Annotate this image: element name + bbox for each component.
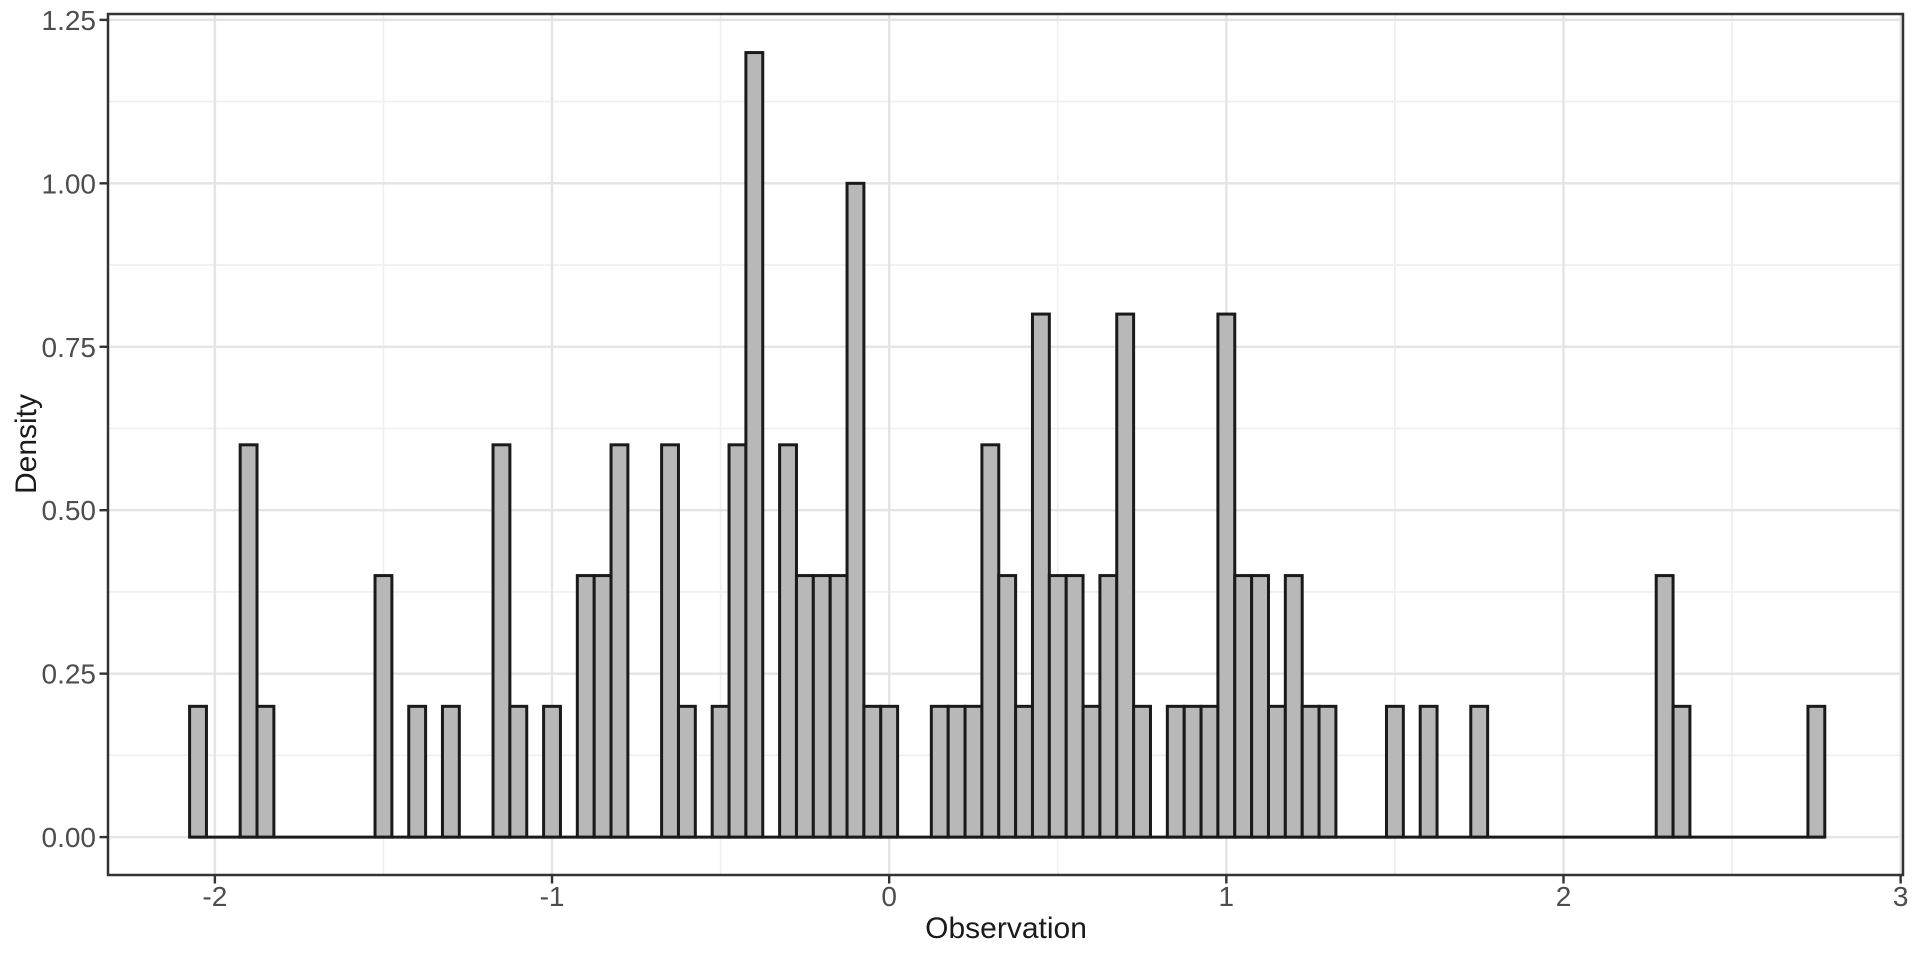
histogram-bar: [660, 443, 680, 839]
histogram-bar: [1671, 704, 1692, 839]
histogram-bar: [1165, 704, 1186, 839]
histogram-bar: [1182, 704, 1203, 839]
histogram-bar: [727, 443, 748, 839]
y-tick-label: 0.75: [42, 332, 97, 363]
histogram-bar: [592, 574, 613, 839]
histogram-bar: [1132, 704, 1152, 839]
histogram-bar: [676, 704, 697, 839]
histogram-bar: [1047, 574, 1068, 839]
histogram-bar: [997, 574, 1018, 839]
x-tick-label: 3: [1893, 881, 1909, 912]
y-axis-title: Density: [10, 393, 43, 495]
histogram-bar: [980, 443, 1001, 839]
histogram-bar: [1081, 704, 1102, 839]
histogram-bar: [744, 51, 765, 839]
histogram-bar: [188, 704, 208, 839]
y-tick-label: 1.00: [42, 168, 97, 199]
histogram-bar: [1098, 574, 1119, 839]
histogram-bar: [862, 704, 883, 839]
histogram-bar: [845, 181, 866, 839]
panel-border: [106, 12, 1905, 877]
histogram-bar: [1014, 704, 1034, 839]
histogram-bar: [575, 574, 596, 839]
histogram-bar: [1806, 704, 1827, 839]
histogram-bar: [1115, 312, 1136, 839]
y-tick-label: 0.00: [42, 822, 97, 853]
histogram-bar: [794, 574, 815, 839]
histogram-bar: [778, 443, 798, 839]
x-tick-label: 1: [1219, 881, 1235, 912]
x-tick-label: 0: [881, 881, 897, 912]
histogram-bar: [963, 704, 984, 839]
histogram-bar: [1418, 704, 1439, 839]
histogram-bar: [609, 443, 630, 839]
histogram-bar: [1199, 704, 1220, 839]
histogram-bar: [1384, 704, 1405, 839]
y-tick-label: 0.25: [42, 659, 97, 690]
histogram-bar: [828, 574, 849, 839]
histogram-bar: [508, 704, 529, 839]
histogram-bar: [1469, 704, 1490, 839]
x-tick-label: 2: [1556, 881, 1572, 912]
histogram-bar: [929, 704, 950, 839]
histogram-bar: [373, 574, 394, 839]
histogram-bar: [1064, 574, 1085, 839]
histogram-bar: [1233, 574, 1254, 839]
histogram-bar: [542, 704, 562, 839]
x-tick-label: -2: [202, 881, 227, 912]
histogram-bar: [879, 704, 900, 839]
x-axis-title: Observation: [925, 912, 1087, 945]
histogram-bar: [1300, 704, 1321, 839]
x-tick-label: -1: [540, 881, 565, 912]
histogram-bar: [491, 443, 512, 839]
histogram-bar: [1266, 704, 1287, 839]
y-tick-label: 0.50: [42, 495, 97, 526]
histogram-bar: [440, 704, 461, 839]
histogram-bar: [1654, 574, 1675, 839]
y-tick-label: 1.25: [42, 5, 97, 36]
histogram-bar: [710, 704, 731, 839]
histogram-bar: [1216, 312, 1237, 839]
histogram-bar: [1250, 574, 1270, 839]
histogram-bar: [1317, 704, 1338, 839]
histogram-bar: [1283, 574, 1304, 839]
histogram-bar: [255, 704, 276, 839]
histogram-bar: [946, 704, 967, 839]
histogram-bar: [811, 574, 832, 839]
histogram-bar: [1030, 312, 1051, 839]
histogram-bar: [407, 704, 428, 839]
histogram-bar: [238, 443, 259, 839]
